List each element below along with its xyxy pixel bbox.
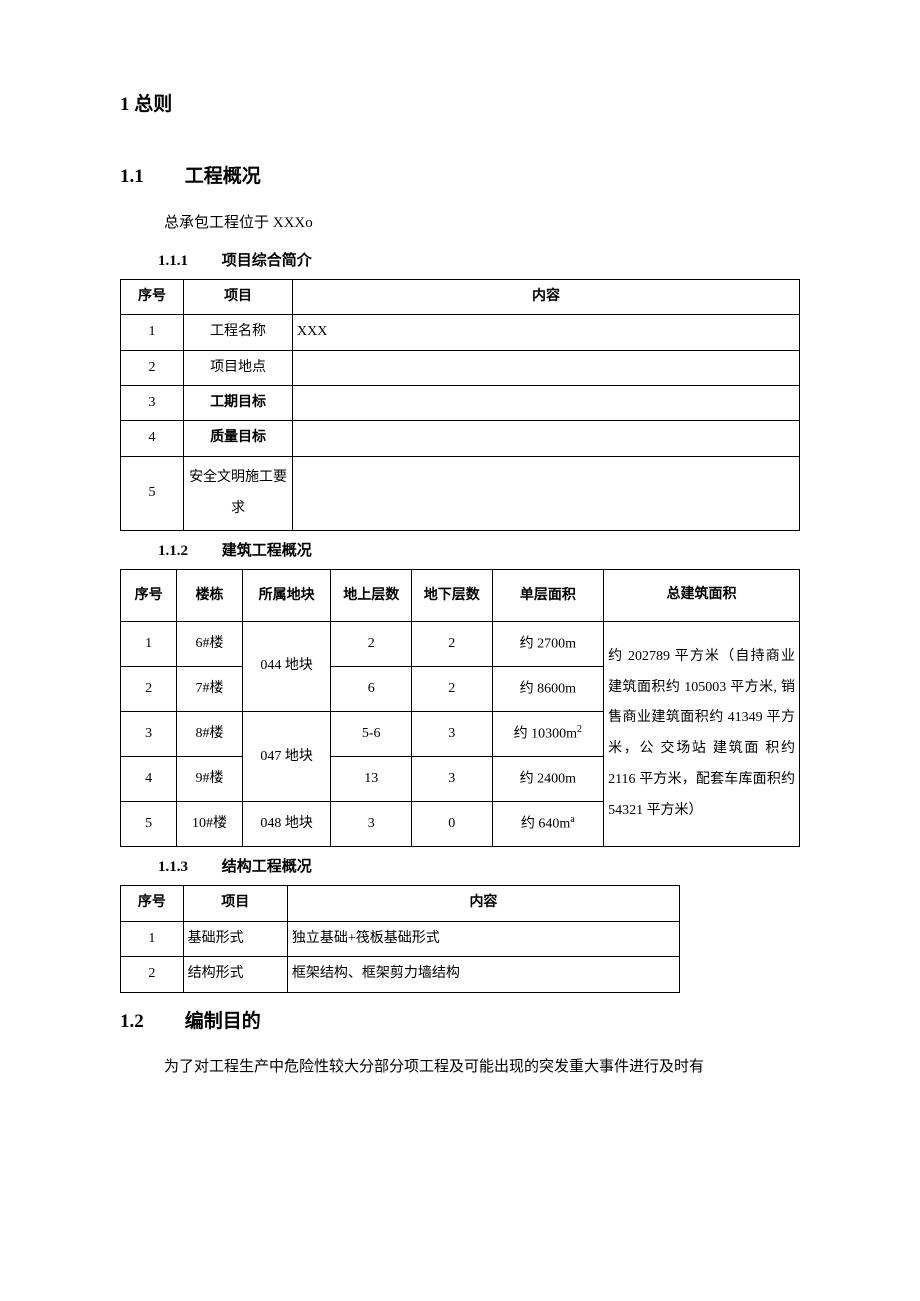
cell-area: 约 10300m2 [492,712,603,757]
table-row: 1 工程名称 XXX [121,315,800,350]
th-single-area: 单层面积 [492,570,603,622]
heading-text: 建筑工程概况 [222,543,312,559]
table-row: 1 6#楼 044 地块 2 2 约 2700m 约 202789 平方米（自持… [121,622,800,667]
cell-below: 0 [412,802,493,847]
table-header-row: 序号 楼栋 所属地块 地上层数 地下层数 单层面积 总建筑面积 [121,570,800,622]
cell-land: 044 地块 [242,622,330,712]
cell-total-area: 约 202789 平方米（自持商业建筑面积约 105003 平方米, 销售商业建… [604,622,800,847]
th-seq: 序号 [121,886,184,921]
cell-content: XXX [293,315,800,350]
cell-above: 6 [331,667,412,712]
cell-seq: 1 [121,921,184,956]
cell-item: 结构形式 [183,957,287,992]
table-row: 2 结构形式 框架结构、框架剪力墙结构 [121,957,680,992]
heading-num: 1.1 [120,162,180,192]
paragraph: 为了对工程生产中危险性较大分部分项工程及可能出现的突发重大事件进行及时有 [164,1055,800,1079]
cell-area: 约 8600m [492,667,603,712]
cell-building: 10#楼 [177,802,243,847]
table-project-summary: 序号 项目 内容 1 工程名称 XXX 2 项目地点 3 工期目标 4 质量目标… [120,279,800,532]
cell-item: 工期目标 [184,385,293,420]
heading-1-1-2: 1.1.2 建筑工程概况 [158,539,800,563]
heading-text: 项目综合简介 [222,253,312,269]
cell-above: 13 [331,757,412,802]
heading-text: 结构工程概况 [222,859,312,875]
table-header-row: 序号 项目 内容 [121,279,800,314]
th-content: 内容 [287,886,679,921]
cell-building: 7#楼 [177,667,243,712]
cell-below: 2 [412,667,493,712]
cell-building: 6#楼 [177,622,243,667]
cell-seq: 3 [121,712,177,757]
cell-content: 独立基础+筏板基础形式 [287,921,679,956]
cell-seq: 3 [121,385,184,420]
cell-area: 约 2400m [492,757,603,802]
heading-1-1-1: 1.1.1 项目综合简介 [158,249,800,273]
heading-num: 1.1.1 [158,249,218,273]
cell-content [293,385,800,420]
table-row: 4 质量目标 [121,421,800,456]
th-below: 地下层数 [412,570,493,622]
heading-1-1-3: 1.1.3 结构工程概况 [158,855,800,879]
cell-item: 项目地点 [184,350,293,385]
cell-above: 5-6 [331,712,412,757]
th-land: 所属地块 [242,570,330,622]
cell-item: 安全文明施工要求 [184,456,293,531]
table-row: 1 基础形式 独立基础+筏板基础形式 [121,921,680,956]
cell-above: 2 [331,622,412,667]
heading-text: 编制目的 [185,1011,261,1032]
cell-content [293,350,800,385]
cell-above: 3 [331,802,412,847]
cell-seq: 5 [121,802,177,847]
cell-building: 8#楼 [177,712,243,757]
th-seq: 序号 [121,279,184,314]
table-row: 3 工期目标 [121,385,800,420]
heading-1-2: 1.2 编制目的 [120,1007,800,1037]
cell-seq: 4 [121,421,184,456]
th-above: 地上层数 [331,570,412,622]
cell-content [293,421,800,456]
cell-below: 3 [412,712,493,757]
cell-seq: 5 [121,456,184,531]
cell-below: 3 [412,757,493,802]
cell-item: 工程名称 [184,315,293,350]
heading-num: 1.2 [120,1007,180,1037]
heading-1-1: 1.1 工程概况 [120,162,800,192]
heading-text: 工程概况 [185,166,261,187]
heading-num: 1.1.2 [158,539,218,563]
cell-land: 048 地块 [242,802,330,847]
th-content: 内容 [293,279,800,314]
cell-seq: 2 [121,957,184,992]
table-row: 2 项目地点 [121,350,800,385]
cell-content [293,456,800,531]
cell-seq: 2 [121,350,184,385]
cell-content: 框架结构、框架剪力墙结构 [287,957,679,992]
heading-num: 1.1.3 [158,855,218,879]
th-item: 项目 [183,886,287,921]
table-building-overview: 序号 楼栋 所属地块 地上层数 地下层数 单层面积 总建筑面积 1 6#楼 04… [120,569,800,847]
th-seq: 序号 [121,570,177,622]
intro-text: 总承包工程位于 XXXo [164,211,800,235]
cell-seq: 1 [121,622,177,667]
heading-1: 1 总则 [120,90,800,120]
th-building: 楼栋 [177,570,243,622]
th-total-area: 总建筑面积 [604,570,800,622]
table-structure-overview: 序号 项目 内容 1 基础形式 独立基础+筏板基础形式 2 结构形式 框架结构、… [120,885,680,992]
cell-seq: 4 [121,757,177,802]
th-item: 项目 [184,279,293,314]
cell-seq: 1 [121,315,184,350]
cell-below: 2 [412,622,493,667]
table-header-row: 序号 项目 内容 [121,886,680,921]
table-row: 5 安全文明施工要求 [121,456,800,531]
cell-item: 质量目标 [184,421,293,456]
cell-seq: 2 [121,667,177,712]
cell-item: 基础形式 [183,921,287,956]
cell-area: 约 2700m [492,622,603,667]
cell-land: 047 地块 [242,712,330,802]
cell-area: 约 640ma [492,802,603,847]
cell-building: 9#楼 [177,757,243,802]
